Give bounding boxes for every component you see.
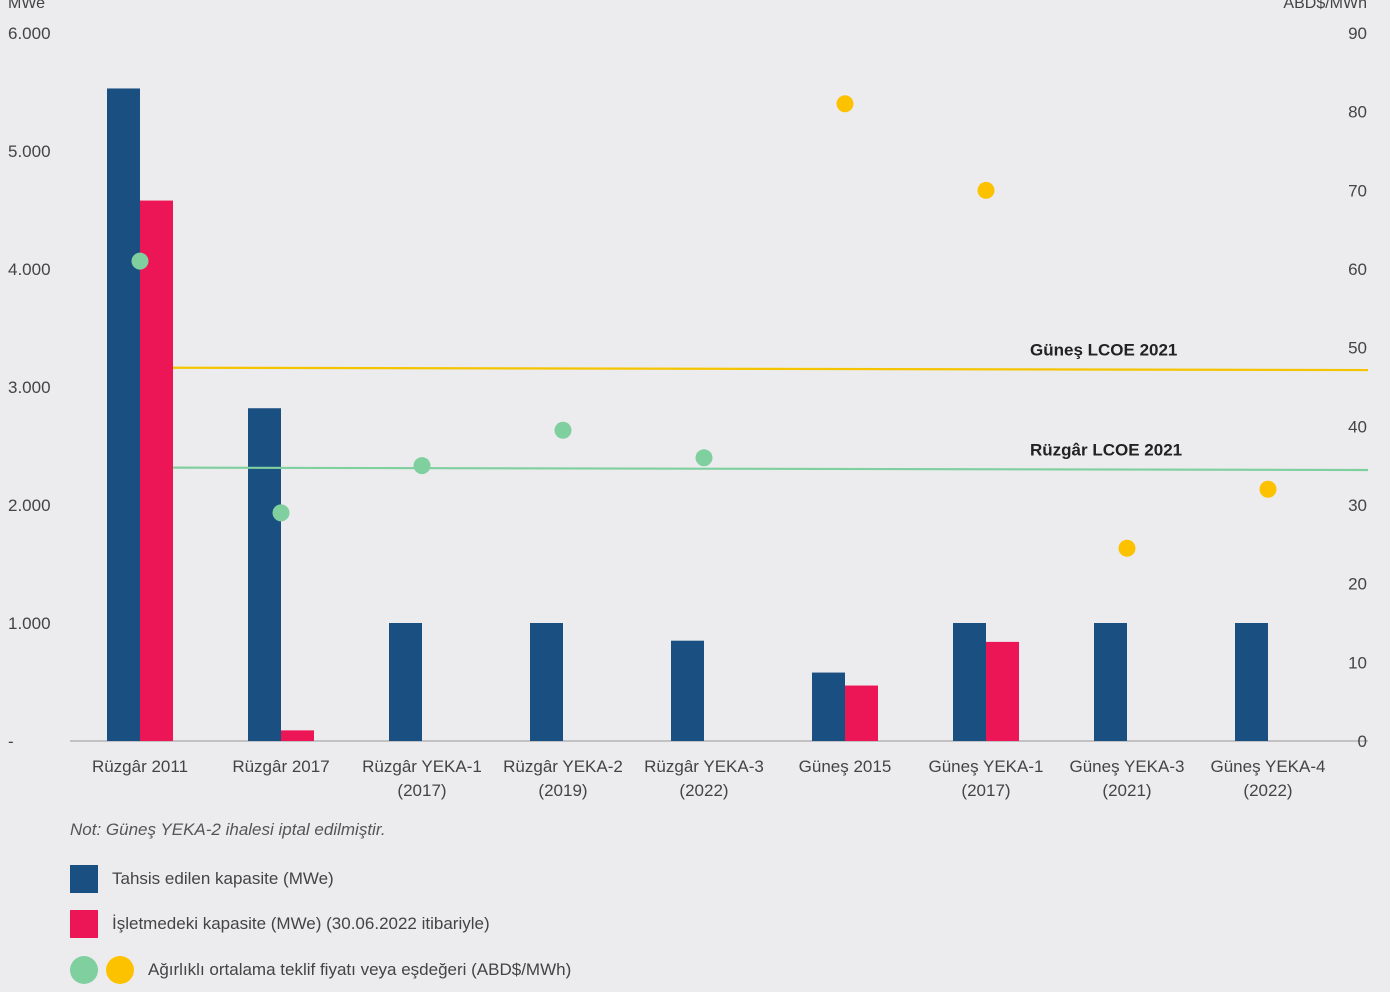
category-label: Rüzgâr YEKA-1: [362, 757, 482, 776]
bars: [107, 88, 1268, 741]
price-point: [977, 181, 995, 199]
legend-swatch-allocated: [70, 865, 98, 893]
category-label: (2021): [1102, 781, 1151, 800]
legend-dot-solar: [106, 956, 134, 984]
left-tick-label: 1.000: [8, 614, 51, 633]
category-label: (2017): [961, 781, 1010, 800]
right-tick-label: 70: [1348, 181, 1367, 200]
right-tick-label: 10: [1348, 653, 1367, 672]
left-tick-label: 5.000: [8, 142, 51, 161]
legend-dot-wind: [70, 956, 98, 984]
bar-allocated: [107, 88, 140, 741]
left-tick-label: 6.000: [8, 24, 51, 43]
category-label: Rüzgâr 2011: [92, 757, 188, 776]
right-tick-label: 60: [1348, 260, 1367, 279]
left-tick-label: 4.000: [8, 260, 51, 279]
bar-allocated: [812, 672, 845, 741]
category-label: Güneş YEKA-3: [1070, 757, 1185, 776]
reference-lines: Güneş LCOE 2021 Rüzgâr LCOE 2021: [172, 341, 1369, 472]
right-tick-label: 30: [1348, 496, 1367, 515]
price-point: [272, 504, 290, 522]
reference-line: [172, 366, 1369, 372]
bar-allocated: [1094, 623, 1127, 741]
bar-operating: [845, 685, 878, 741]
right-tick-label: 40: [1348, 417, 1367, 436]
category-label: Rüzgâr YEKA-3: [644, 757, 764, 776]
right-tick-label: 80: [1348, 103, 1367, 122]
bar-allocated: [248, 408, 281, 741]
bar-operating: [281, 730, 314, 741]
category-label: (2019): [538, 781, 587, 800]
price-point: [836, 95, 854, 113]
price-point: [131, 252, 149, 270]
price-point: [554, 421, 572, 439]
price-points: [131, 95, 1277, 557]
legend-item-operating: İşletmedeki kapasite (MWe) (30.06.2022 i…: [70, 910, 490, 938]
category-label: Güneş YEKA-1: [929, 757, 1044, 776]
legend-swatch-operating: [70, 910, 98, 938]
category-label: Güneş YEKA-4: [1211, 757, 1326, 776]
left-axis-unit: MWe: [8, 0, 45, 12]
bar-allocated: [389, 623, 422, 741]
reference-line-label: Güneş LCOE 2021: [1030, 341, 1177, 360]
right-tick-label: 50: [1348, 339, 1367, 358]
category-label: (2017): [397, 781, 446, 800]
legend-item-price: Ağırlıklı ortalama teklif fiyatı veya eş…: [70, 956, 571, 984]
price-point: [1118, 539, 1136, 557]
category-label: (2022): [679, 781, 728, 800]
reference-line: [172, 466, 1369, 472]
bar-allocated: [1235, 623, 1268, 741]
left-tick-label: -: [8, 732, 14, 751]
right-axis-unit: ABD$/MWh: [1283, 0, 1367, 12]
legend-label-price: Ağırlıklı ortalama teklif fiyatı veya eş…: [148, 960, 572, 979]
right-tick-label: 0: [1358, 732, 1367, 751]
bar-allocated: [953, 623, 986, 741]
price-point: [695, 449, 713, 467]
bar-operating: [140, 200, 173, 741]
left-tick-label: 3.000: [8, 378, 51, 397]
category-label: Güneş 2015: [799, 757, 892, 776]
right-tick-label: 90: [1348, 24, 1367, 43]
bar-operating: [986, 641, 1019, 741]
price-point: [1259, 480, 1277, 498]
left-tick-label: 2.000: [8, 496, 51, 515]
category-label: Rüzgâr 2017: [232, 757, 329, 776]
category-label: (2022): [1243, 781, 1292, 800]
bar-allocated: [530, 623, 563, 741]
right-tick-label: 20: [1348, 575, 1367, 594]
legend-label-allocated: Tahsis edilen kapasite (MWe): [112, 869, 334, 888]
axes: - 1.000 2.000 3.000 4.000 5.000 6.000 0 10 20 30 40…: [8, 0, 1368, 800]
category-label: Rüzgâr YEKA-2: [503, 757, 623, 776]
legend-item-allocated: Tahsis edilen kapasite (MWe): [70, 865, 334, 893]
chart-note: Not: Güneş YEKA-2 ihalesi iptal edilmişt…: [70, 820, 386, 839]
reference-line-label: Rüzgâr LCOE 2021: [1030, 441, 1182, 460]
chart: - 1.000 2.000 3.000 4.000 5.000 6.000 0 10 20 30 40…: [8, 0, 1369, 800]
legend-label-operating: İşletmedeki kapasite (MWe) (30.06.2022 i…: [112, 914, 490, 933]
price-point: [413, 457, 431, 475]
bar-allocated: [671, 640, 704, 741]
